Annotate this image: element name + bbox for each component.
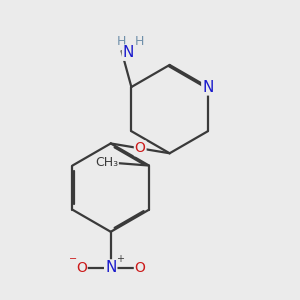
Text: +: +: [116, 254, 124, 264]
Text: −: −: [69, 254, 77, 264]
Text: N: N: [122, 45, 134, 60]
Text: H: H: [135, 35, 144, 48]
Text: CH₃: CH₃: [95, 156, 118, 169]
Text: H: H: [117, 35, 126, 48]
Text: O: O: [135, 261, 146, 275]
Text: O: O: [76, 261, 87, 275]
Text: N: N: [202, 80, 214, 94]
Text: O: O: [135, 141, 146, 155]
Text: N: N: [105, 260, 116, 275]
